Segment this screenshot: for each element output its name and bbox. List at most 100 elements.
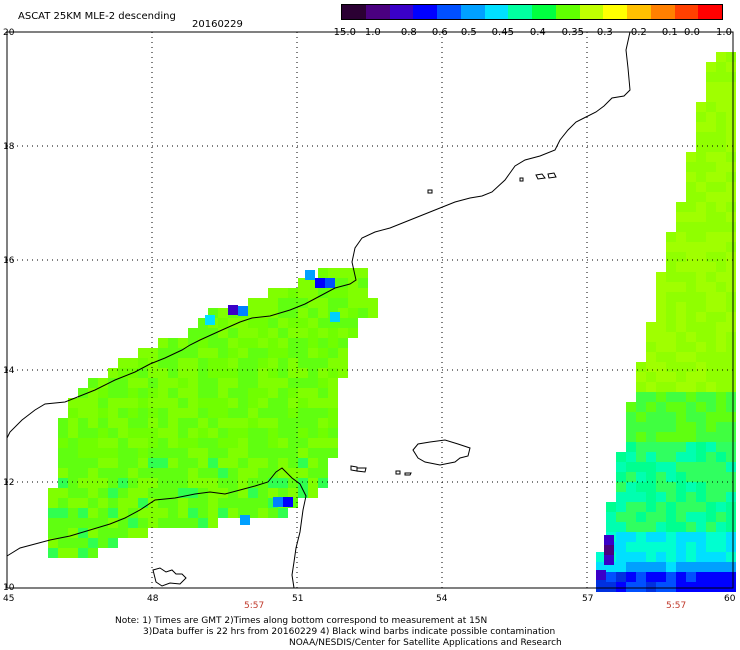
swath-cell	[696, 242, 706, 252]
swath-cell	[278, 348, 288, 358]
swath-cell	[676, 382, 686, 392]
swath-cell	[726, 212, 736, 222]
swath-cell	[338, 288, 348, 298]
swath-cell	[716, 302, 726, 312]
swath-cell	[218, 338, 228, 348]
swath-cell	[148, 418, 158, 428]
swath-cell	[178, 498, 188, 508]
swath-cell	[108, 408, 118, 418]
swath-cell	[108, 398, 118, 408]
swath-cell	[228, 468, 238, 478]
swath-cell	[338, 268, 348, 278]
swath-cell	[626, 432, 636, 442]
swath-cell	[726, 342, 736, 352]
swath-cell	[706, 322, 716, 332]
swath-cell	[308, 288, 318, 298]
swath-cell	[273, 497, 283, 507]
swath-cell	[78, 428, 88, 438]
swath-cell	[676, 522, 686, 532]
swath-cell	[318, 368, 328, 378]
swath-cell	[88, 438, 98, 448]
swath-cell	[656, 352, 666, 362]
swath-cell	[118, 528, 128, 538]
swath-cell	[666, 392, 676, 402]
swath-cell	[646, 502, 656, 512]
swath-cell	[696, 102, 706, 112]
swath-cell	[348, 298, 358, 308]
swath-cell	[308, 408, 318, 418]
swath-cell	[676, 332, 686, 342]
swath-cell	[88, 468, 98, 478]
swath-cell	[108, 428, 118, 438]
swath-cell	[706, 362, 716, 372]
swath-cell	[696, 132, 706, 142]
swath-cell	[158, 468, 168, 478]
swath-cell	[706, 312, 716, 322]
swath-cell	[696, 232, 706, 242]
longitude-label: 45	[3, 594, 14, 604]
swath-cell	[716, 332, 726, 342]
swath-cell	[706, 112, 716, 122]
swath-cell	[278, 468, 288, 478]
swath-cell	[696, 432, 706, 442]
swath-cell	[238, 378, 248, 388]
longitude-label: 54	[436, 594, 448, 604]
swath-cell	[706, 132, 716, 142]
swath-cell	[686, 192, 696, 202]
swath-cell	[218, 418, 228, 428]
swath-cell	[58, 548, 68, 558]
swath-cell	[726, 392, 736, 402]
swath-cell	[238, 428, 248, 438]
swath-cell	[108, 468, 118, 478]
swath-cell	[188, 328, 198, 338]
swath-cell	[716, 402, 726, 412]
swath-cell	[268, 328, 278, 338]
swath-cell	[228, 478, 238, 488]
swath-cell	[228, 408, 238, 418]
swath-cell	[178, 408, 188, 418]
swath-cell	[178, 508, 188, 518]
swath-cell	[238, 498, 248, 508]
swath-cell	[88, 388, 98, 398]
swath-cell	[88, 478, 98, 488]
swath-cell	[696, 112, 706, 122]
swath-cell	[726, 452, 736, 462]
swath-cell	[208, 408, 218, 418]
swath-cell	[338, 318, 348, 328]
swath-cell	[88, 538, 98, 548]
swath-cell	[168, 418, 178, 428]
swath-cell	[636, 522, 646, 532]
swath-cell	[258, 378, 268, 388]
swath-cell	[646, 412, 656, 422]
swath-cell	[656, 402, 666, 412]
swath-cell	[666, 302, 676, 312]
swath-cell	[288, 478, 298, 488]
swath-cell	[706, 482, 716, 492]
swath-cell	[696, 222, 706, 232]
swath-cell	[696, 472, 706, 482]
swath-cell	[696, 202, 706, 212]
swath-cell	[308, 448, 318, 458]
swath-cell	[726, 192, 736, 202]
swath-cell	[78, 458, 88, 468]
swath-cell	[676, 482, 686, 492]
swath-cell	[168, 498, 178, 508]
swath-cell	[318, 438, 328, 448]
swath-cell	[358, 308, 368, 318]
swath-cell	[696, 142, 706, 152]
swath-cell	[268, 348, 278, 358]
pass-time-label: 5:57	[244, 601, 264, 611]
swath-cell	[298, 438, 308, 448]
swath-cell	[188, 408, 198, 418]
swath-cell	[696, 272, 706, 282]
swath-cell	[636, 432, 646, 442]
swath-cell	[348, 268, 358, 278]
swath-cell	[198, 498, 208, 508]
swath-cell	[338, 358, 348, 368]
swath-cell	[726, 472, 736, 482]
swath-cell	[268, 428, 278, 438]
swath-cell	[716, 112, 726, 122]
swath-cell	[258, 448, 268, 458]
swath-cell	[288, 458, 298, 468]
